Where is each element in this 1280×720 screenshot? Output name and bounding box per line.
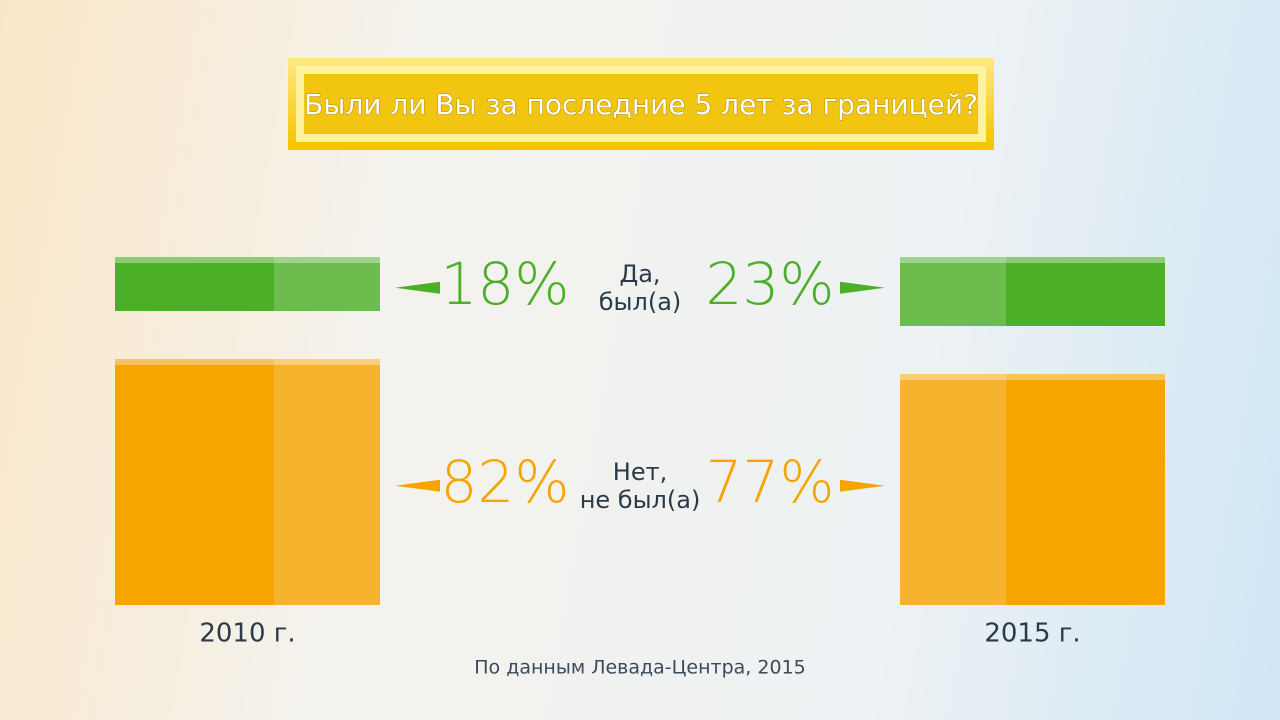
box	[900, 374, 1165, 605]
value-label: 77%	[706, 448, 835, 516]
pointer-arrow	[840, 281, 885, 294]
series-label: Да, был(а)	[598, 259, 682, 316]
box-top	[900, 374, 1165, 380]
category-label: 2015 г.	[984, 619, 1080, 649]
box-side	[274, 257, 380, 311]
box-top	[115, 257, 380, 263]
chart-title: Были ли Вы за последние 5 лет за границе…	[304, 88, 978, 121]
pointer-arrow	[395, 281, 440, 294]
box	[115, 257, 380, 311]
value-label: 18%	[441, 250, 570, 318]
box-side	[900, 374, 1006, 605]
box	[115, 359, 380, 605]
box-top	[115, 359, 380, 365]
box	[900, 257, 1165, 326]
source-note: По данным Левада-Центра, 2015	[474, 657, 805, 679]
value-label: 23%	[706, 250, 835, 318]
box-side	[900, 257, 1006, 326]
pointer-arrow	[395, 479, 440, 492]
value-label: 82%	[441, 448, 570, 516]
series-label: Нет, не был(а)	[579, 457, 701, 514]
box-top	[900, 257, 1165, 263]
box-side	[274, 359, 380, 605]
title-band	[304, 74, 978, 134]
pointer-arrow	[840, 479, 885, 492]
category-label: 2010 г.	[199, 619, 295, 649]
